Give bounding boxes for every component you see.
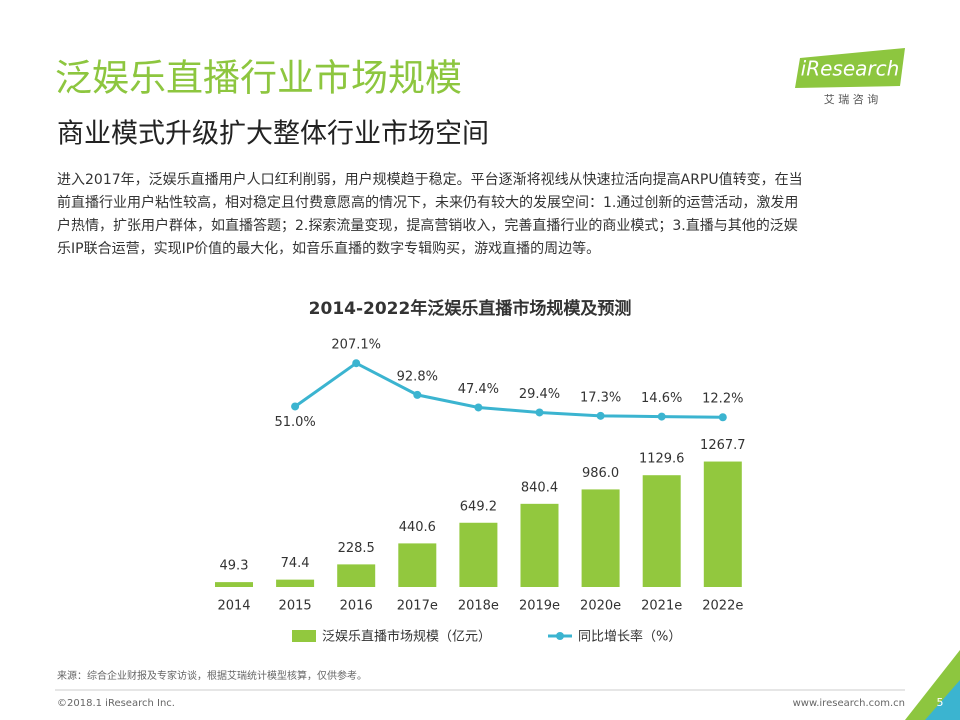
bar	[398, 543, 437, 587]
data-label: 207.1%	[331, 338, 381, 353]
logo-cn: 艾 瑞 咨 询	[824, 92, 879, 106]
data-label: 92.8%	[397, 369, 438, 384]
x-tick-label: 2017e	[397, 599, 438, 614]
legend-swatch	[556, 632, 564, 640]
x-tick-label: 2019e	[519, 599, 560, 614]
x-tick-label: 2015	[279, 599, 312, 614]
bar	[520, 503, 559, 587]
legend-swatch	[292, 630, 316, 642]
website: www.iresearch.com.cn	[793, 698, 905, 709]
bar	[642, 475, 681, 587]
data-label: 74.4	[281, 556, 310, 571]
x-tick-label: 2020e	[580, 599, 621, 614]
data-label: 649.2	[460, 499, 497, 514]
data-label: 29.4%	[519, 387, 560, 402]
x-tick-label: 2021e	[641, 599, 682, 614]
line	[294, 361, 723, 419]
x-tick-label: 2018e	[458, 599, 499, 614]
data-label: 17.3%	[580, 390, 621, 405]
line-marker	[718, 413, 727, 422]
data-label: 1267.7	[700, 438, 746, 453]
bar	[703, 461, 742, 587]
bar	[215, 582, 253, 587]
bar	[337, 564, 376, 587]
line-marker	[474, 403, 483, 412]
bar	[459, 522, 498, 587]
logo-bg	[795, 48, 905, 88]
paragraph-line: 乐IP联合运营，实现IP价值的最大化，如音乐直播的数字专辑购买，游戏直播的周边等…	[57, 240, 600, 257]
data-label: 14.6%	[641, 391, 682, 406]
source: 来源：综合企业财报及专家访谈，根据艾瑞统计模型核算，仅供参考。	[57, 669, 367, 682]
data-label: 12.2%	[702, 392, 743, 407]
data-label: 228.5	[338, 541, 375, 556]
line-marker	[352, 359, 361, 368]
line-marker	[657, 412, 666, 421]
legend-label: 同比增长率（%）	[578, 629, 681, 645]
paragraph-line: 进入2017年，泛娱乐直播用户人口红利削弱，用户规模趋于稳定。平台逐渐将视线从快…	[57, 171, 803, 188]
data-label: 840.4	[521, 480, 558, 495]
bar	[276, 579, 315, 587]
paragraph-line: 前直播行业用户粘性较高，相对稳定且付费意愿高的情况下，未来仍有较大的发展空间：1…	[57, 194, 798, 211]
corner-decoration	[925, 680, 960, 720]
x-tick-label: 2014	[217, 599, 250, 614]
bar	[581, 489, 620, 587]
data-label: 1129.6	[639, 452, 685, 467]
data-label: 47.4%	[458, 382, 499, 397]
logo: iResearch	[801, 57, 900, 81]
paragraph-line: 户热情，扩张用户群体，如直播答题；2.探索流量变现，提高营销收入，完善直播行业的…	[57, 217, 798, 234]
paragraph: 进入2017年，泛娱乐直播用户人口红利削弱，用户规模趋于稳定。平台逐渐将视线从快…	[57, 171, 803, 257]
x-tick-label: 2022e	[702, 599, 743, 614]
chart-title: 2014-2022年泛娱乐直播市场规模及预测	[309, 298, 632, 319]
data-label: 986.0	[582, 466, 619, 481]
plot: 2014 2015 2016 2017e 2018e 2019e 2020e 2021e 202…	[215, 338, 746, 645]
line-marker	[291, 402, 300, 411]
line-marker	[535, 408, 544, 417]
legend-label: 泛娱乐直播市场规模（亿元）	[322, 629, 491, 645]
slide-subtitle: 商业模式升级扩大整体行业市场空间	[57, 119, 489, 150]
copyright: ©2018.1 iResearch Inc.	[57, 698, 175, 709]
page-number: 5	[937, 696, 944, 709]
data-label: 49.3	[220, 559, 249, 574]
slide-title: 泛娱乐直播行业市场规模	[55, 57, 462, 100]
line-marker	[596, 411, 605, 420]
line-marker	[413, 390, 422, 399]
data-label: 51.0%	[274, 415, 315, 430]
x-tick-label: 2016	[340, 599, 373, 614]
data-label: 440.6	[399, 520, 436, 535]
